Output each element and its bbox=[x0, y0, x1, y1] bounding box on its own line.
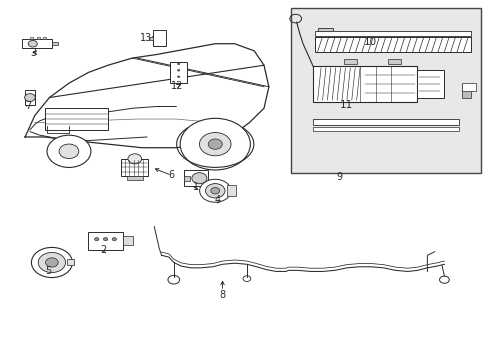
Text: 5: 5 bbox=[45, 266, 52, 276]
Circle shape bbox=[205, 184, 224, 198]
Bar bbox=[183, 170, 207, 186]
Text: 13: 13 bbox=[140, 33, 152, 43]
Circle shape bbox=[210, 188, 219, 194]
Text: 4: 4 bbox=[214, 195, 220, 205]
Circle shape bbox=[208, 139, 222, 149]
Bar bbox=[66, 259, 74, 265]
Circle shape bbox=[199, 132, 230, 156]
Text: 6: 6 bbox=[168, 170, 174, 180]
Circle shape bbox=[177, 69, 180, 71]
Bar bbox=[312, 66, 416, 102]
Circle shape bbox=[94, 238, 99, 241]
Circle shape bbox=[45, 258, 58, 267]
Bar bbox=[462, 83, 475, 91]
Circle shape bbox=[112, 238, 116, 241]
Circle shape bbox=[31, 247, 72, 278]
Bar bbox=[44, 108, 108, 130]
Bar bbox=[24, 90, 35, 105]
Bar bbox=[153, 31, 165, 46]
Text: 3: 3 bbox=[31, 48, 37, 58]
Bar bbox=[317, 28, 332, 35]
Bar bbox=[52, 42, 58, 45]
Bar bbox=[290, 8, 480, 173]
Bar bbox=[317, 68, 331, 74]
Bar bbox=[22, 39, 52, 48]
Circle shape bbox=[24, 94, 35, 102]
Text: 8: 8 bbox=[219, 291, 225, 301]
Bar bbox=[344, 59, 356, 64]
Circle shape bbox=[38, 252, 65, 273]
Circle shape bbox=[47, 135, 91, 167]
Bar bbox=[30, 37, 33, 39]
Circle shape bbox=[103, 238, 107, 241]
Circle shape bbox=[128, 154, 142, 164]
Bar bbox=[123, 237, 132, 246]
Text: 11: 11 bbox=[339, 100, 352, 110]
Text: 9: 9 bbox=[336, 172, 342, 182]
Text: 1: 1 bbox=[192, 182, 199, 192]
Bar bbox=[88, 232, 123, 250]
Circle shape bbox=[199, 179, 230, 202]
Circle shape bbox=[177, 76, 180, 78]
Bar bbox=[387, 59, 400, 64]
Bar bbox=[312, 118, 458, 125]
Circle shape bbox=[59, 144, 79, 158]
Text: 12: 12 bbox=[171, 81, 183, 91]
Circle shape bbox=[177, 63, 180, 65]
Bar bbox=[126, 176, 142, 180]
Bar bbox=[462, 84, 470, 98]
Bar bbox=[149, 37, 153, 40]
Text: 7: 7 bbox=[25, 102, 32, 112]
Bar bbox=[37, 37, 40, 39]
Bar bbox=[312, 127, 458, 131]
Bar bbox=[169, 62, 187, 83]
Text: 10: 10 bbox=[363, 37, 376, 47]
Bar bbox=[227, 185, 236, 196]
Bar bbox=[416, 69, 443, 98]
Bar bbox=[315, 31, 470, 36]
Bar bbox=[315, 37, 470, 53]
Circle shape bbox=[191, 173, 206, 184]
Bar bbox=[121, 159, 148, 176]
Circle shape bbox=[28, 40, 37, 47]
Bar bbox=[183, 176, 189, 181]
Bar bbox=[43, 37, 46, 39]
Circle shape bbox=[180, 118, 250, 170]
Text: 2: 2 bbox=[100, 245, 106, 255]
